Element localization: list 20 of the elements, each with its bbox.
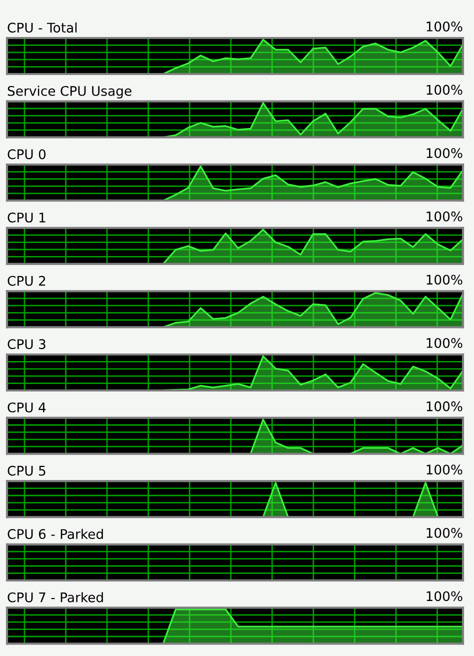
text: 100% <box>426 148 462 158</box>
chart-title: CPU 1 <box>8 212 46 223</box>
text: 100% <box>426 591 462 602</box>
chart-title: CPU 2 <box>8 276 46 286</box>
chart-title: CPU 0 <box>8 149 46 160</box>
chart-title: CPU - Total <box>8 22 77 33</box>
chart-title: CPU 4 <box>8 402 46 412</box>
text: CPU 6 - Parked <box>8 528 103 540</box>
text: 100% <box>426 338 462 348</box>
chart-title: CPU 5 <box>8 466 46 476</box>
text: 100% <box>426 84 462 95</box>
chart-title: CPU 3 <box>8 339 46 350</box>
text: 100% <box>426 401 462 412</box>
chart-title: Service CPU Usage <box>8 86 132 98</box>
text: 100% <box>426 464 462 475</box>
text: 100% <box>426 274 462 285</box>
text: 100% <box>426 211 462 222</box>
text: 100% <box>426 528 462 538</box>
text: 100% <box>426 22 462 32</box>
chart-title: CPU 7 - Parked <box>8 592 103 602</box>
